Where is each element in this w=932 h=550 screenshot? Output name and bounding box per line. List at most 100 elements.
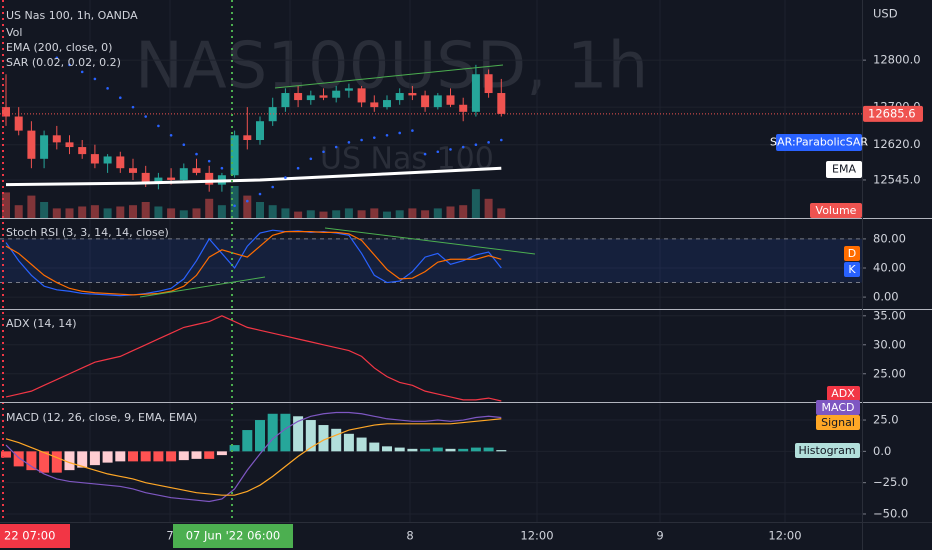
histogram-bar: [77, 451, 88, 468]
sar-dot: [119, 96, 122, 100]
series-line: [5, 411, 502, 503]
time-label: 7: [166, 529, 173, 543]
volume-bar: [192, 208, 201, 218]
sar-dot: [423, 152, 427, 156]
badge: [844, 262, 860, 277]
histogram-bar: [128, 451, 138, 462]
histogram-bar: [89, 451, 100, 466]
sar-dot: [411, 129, 414, 132]
badge: [844, 246, 860, 261]
candle-body: [306, 95, 315, 101]
candle-body: [497, 93, 506, 114]
y-tick-label: 35.00: [873, 308, 906, 322]
volume-bar: [370, 208, 379, 218]
candle-body: [459, 104, 468, 112]
volume-bar: [446, 206, 455, 218]
histogram-bar: [356, 437, 367, 452]
y-tick-label: 80.00: [873, 231, 906, 245]
badge: [827, 386, 860, 401]
candle-body: [421, 95, 430, 108]
candle-body: [2, 107, 10, 117]
time-badge: [173, 524, 293, 548]
histogram-bar: [166, 451, 177, 462]
sar-dot: [246, 199, 249, 203]
histogram-bar: [458, 448, 469, 452]
histogram-bar: [318, 425, 329, 452]
series-line: [5, 229, 502, 297]
candle-body: [408, 93, 417, 96]
volume-bar: [179, 210, 188, 218]
badge: [816, 415, 860, 430]
sar-dot: [398, 131, 402, 135]
y-tick-label: 12800.0: [873, 53, 921, 67]
histogram-bar: [331, 428, 342, 452]
trendline: [274, 64, 504, 89]
candle-body: [243, 135, 252, 141]
candle-body: [141, 172, 150, 183]
candle-body: [370, 102, 379, 108]
volume-bar: [497, 208, 506, 218]
sar-dot: [220, 166, 224, 170]
badge-label: SAR:ParabolicSAR: [770, 136, 868, 149]
y-tick-label: 25.00: [873, 366, 906, 380]
volume-bar: [357, 210, 366, 218]
histogram-bar: [382, 446, 392, 452]
histogram-bar: [1, 451, 11, 458]
series-line: [5, 315, 502, 402]
volume-bar: [154, 206, 163, 218]
volume-bar: [230, 186, 239, 218]
candle-body: [129, 168, 137, 173]
sar-dot: [334, 145, 338, 149]
histogram-bar: [470, 447, 481, 452]
y-tick-label: 25.0: [873, 413, 899, 427]
candle-body: [281, 93, 290, 108]
volume-bar: [484, 198, 493, 218]
currency: USD: [873, 7, 898, 21]
sar-dot: [347, 141, 351, 144]
sar-dot: [258, 192, 262, 196]
pane-title: ADX (14, 14): [6, 317, 77, 330]
histogram-bar: [39, 451, 50, 473]
histogram-bar: [267, 413, 278, 452]
volume-bar: [383, 211, 391, 218]
volume-bar: [243, 195, 252, 218]
histogram-bar: [369, 442, 380, 452]
legend-item: EMA (200, close, 0): [6, 41, 112, 54]
volume-bar: [421, 210, 430, 218]
y-tick-label: 30.00: [873, 337, 906, 351]
badge-label: Signal: [821, 416, 855, 429]
price-badge: [863, 105, 923, 122]
volume-bar: [2, 192, 10, 218]
volume-bar: [294, 211, 303, 218]
volume-bar: [103, 208, 112, 218]
histogram-bar: [483, 447, 494, 452]
histogram-bar: [394, 447, 405, 452]
candle-body: [65, 142, 74, 148]
volume-bar: [14, 205, 23, 218]
badge: [816, 400, 860, 415]
histogram-bar: [255, 420, 265, 452]
sar-dot: [271, 185, 275, 189]
y-tick-label: −50.0: [873, 506, 908, 520]
watermark: NAS100USD, 1h: [135, 30, 648, 104]
volume-bar: [408, 208, 417, 218]
candle-body: [192, 168, 201, 173]
histogram-bar: [293, 416, 304, 452]
sar-dot: [284, 176, 287, 179]
time-label: 9: [656, 529, 663, 543]
candle-body: [471, 74, 480, 112]
y-tick-label: −25.0: [873, 475, 908, 489]
histogram-bar: [102, 451, 113, 463]
y-tick-label: 0.00: [873, 290, 899, 304]
price-label: 12685.6: [868, 106, 916, 120]
histogram-bar: [445, 448, 456, 452]
candle-body: [179, 168, 188, 180]
histogram-bar: [407, 448, 418, 452]
candle-body: [332, 90, 341, 98]
sar-dot: [182, 143, 186, 147]
sar-dot: [106, 87, 109, 90]
marks: 12800.012700.012620.012545.080.0040.000.…: [0, 53, 923, 520]
candle-body: [116, 156, 125, 169]
sar-dot: [360, 138, 363, 142]
